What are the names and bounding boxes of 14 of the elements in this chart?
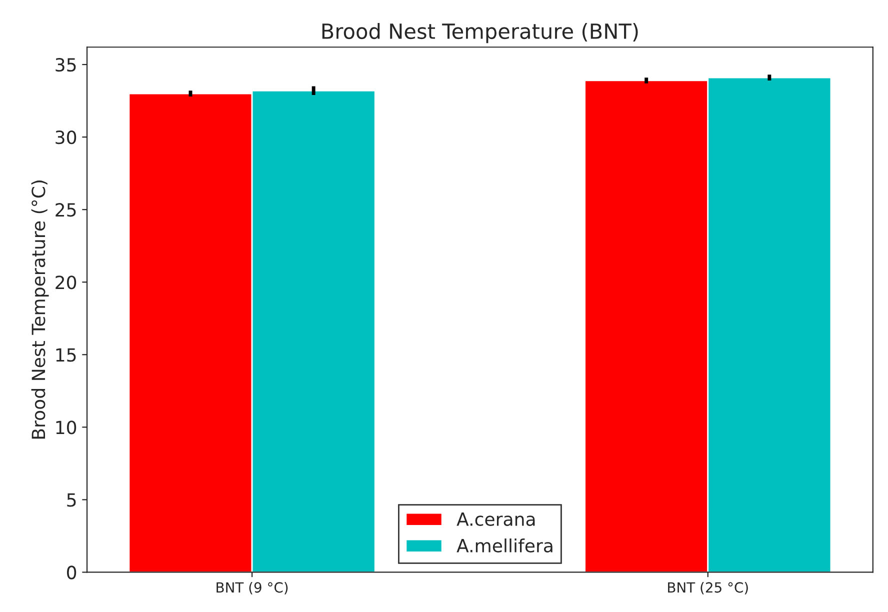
- y-tick-label: 5: [67, 493, 76, 507]
- legend-label: A.mellifera: [456, 538, 552, 552]
- y-tick-label: 10: [56, 420, 76, 434]
- y-tick-label: 30: [56, 130, 76, 144]
- x-tick-label: BNT (9 °C): [216, 582, 288, 594]
- x-tick-label: BNT (25 °C): [668, 582, 748, 594]
- y-tick-label: 25: [56, 203, 76, 217]
- y-tick-label: 0: [67, 566, 76, 580]
- y-tick-label: 15: [56, 348, 76, 362]
- legend-label: A.cerana: [456, 512, 535, 526]
- y-tick-label: 35: [56, 58, 76, 72]
- y-axis-title: Brood Nest Temperature (°C): [31, 180, 49, 439]
- y-tick-label: 20: [56, 276, 76, 290]
- chart-title: Brood Nest Temperature (BNT): [322, 22, 638, 44]
